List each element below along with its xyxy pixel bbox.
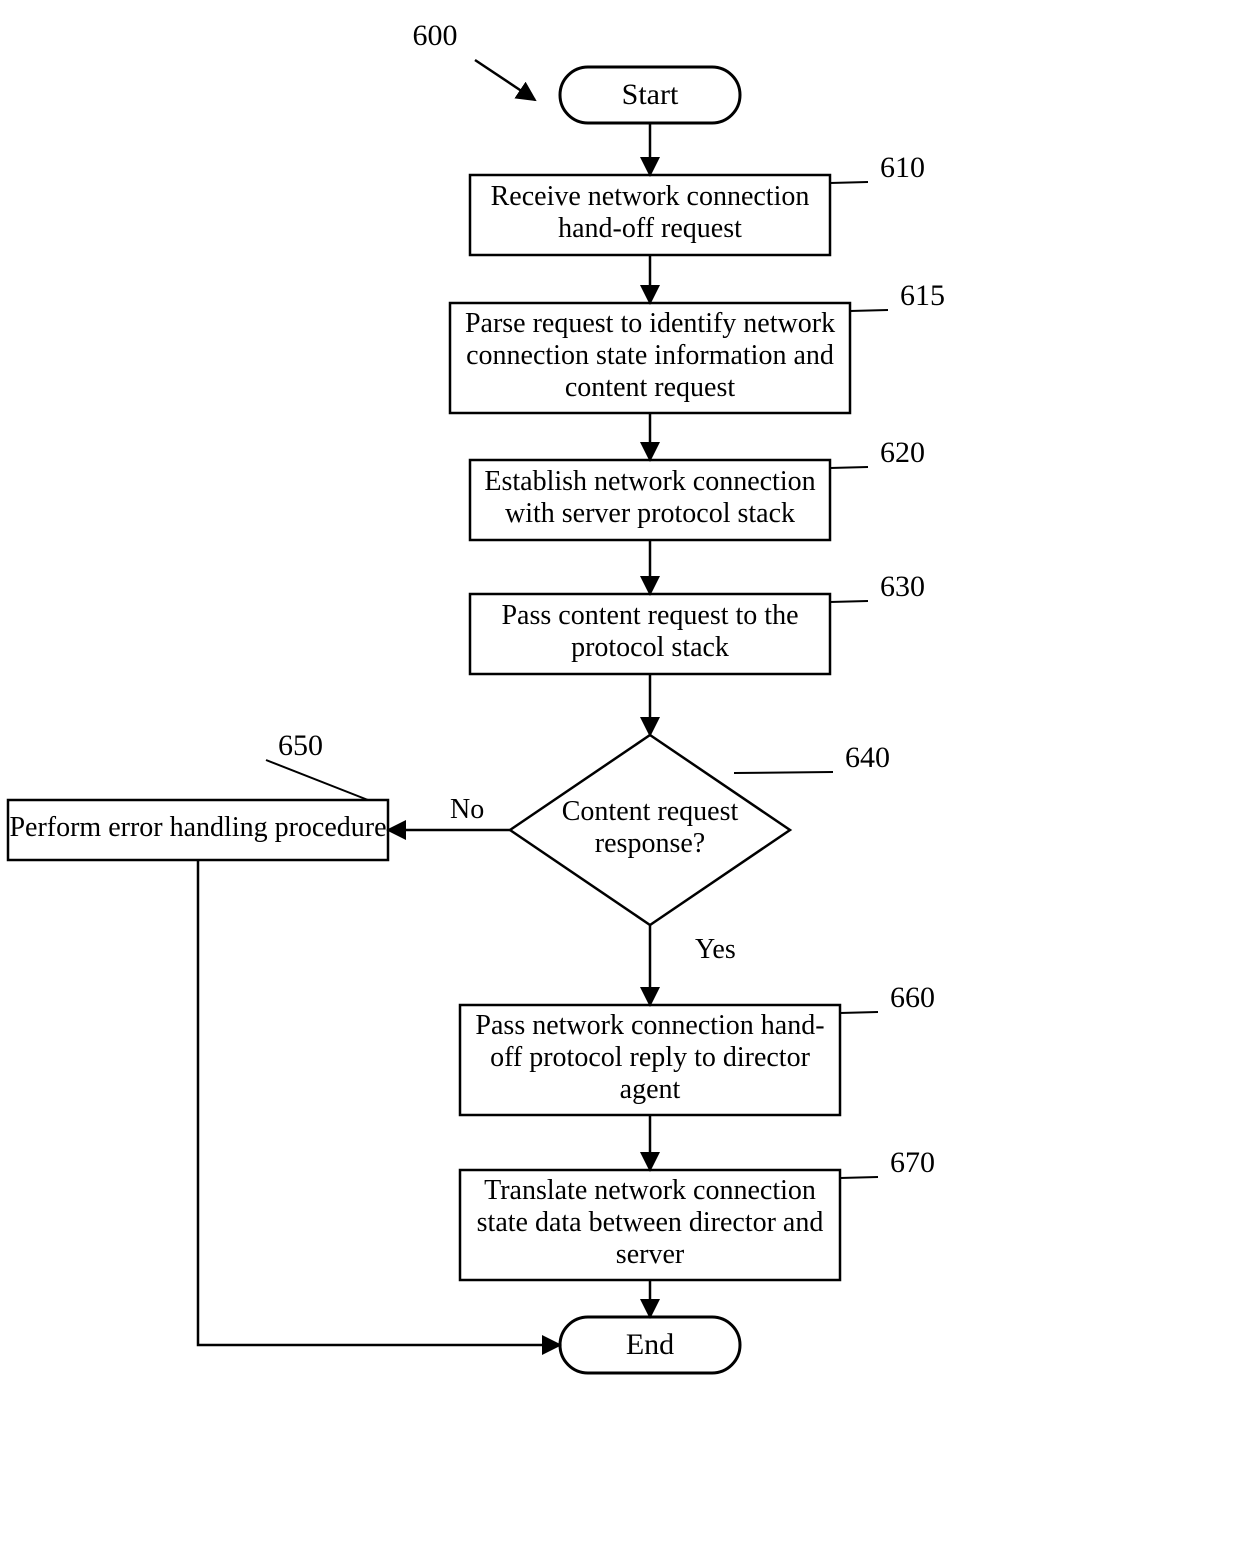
label-tick-n615 (850, 310, 888, 311)
rect-text-n630: Pass content request to theprotocol stac… (501, 600, 798, 663)
ref-label-n660: 660 (890, 981, 935, 1014)
label-tick-n620 (830, 467, 868, 468)
rect-text-n650: Perform error handling procedure (9, 812, 386, 843)
rect-text-n670: Translate network connectionstate data b… (477, 1175, 824, 1270)
edge-label-n640-n650: No (450, 794, 484, 825)
rect-text-n610: Receive network connectionhand-off reque… (491, 181, 810, 244)
label-tick-n630 (830, 601, 868, 602)
ref-label-n640: 640 (845, 741, 890, 774)
ref-label-n620: 620 (880, 436, 925, 469)
ref-label-n610: 610 (880, 151, 925, 184)
terminal-text-start: Start (622, 78, 679, 111)
label-tick-n670 (840, 1177, 878, 1178)
terminal-text-end: End (626, 1328, 674, 1361)
label-tick-n610 (830, 182, 868, 183)
edge-label-n640-n660: Yes (695, 934, 736, 965)
rect-text-n620: Establish network connectionwith server … (484, 466, 815, 529)
ref-label-n670: 670 (890, 1146, 935, 1179)
rect-text-n615: Parse request to identify networkconnect… (465, 308, 835, 403)
figure-number-arrow (475, 60, 535, 100)
figure-number: 600 (413, 19, 458, 52)
label-tick-n640 (734, 772, 833, 773)
label-tick-n650 (266, 760, 368, 800)
label-tick-n660 (840, 1012, 878, 1013)
ref-label-n630: 630 (880, 570, 925, 603)
diamond-text-n640: Content requestresponse? (562, 796, 739, 859)
ref-label-n615: 615 (900, 279, 945, 312)
rect-text-n660: Pass network connection hand-off protoco… (475, 1010, 824, 1105)
ref-label-n650: 650 (278, 729, 323, 762)
edge-n650-end (198, 860, 560, 1345)
